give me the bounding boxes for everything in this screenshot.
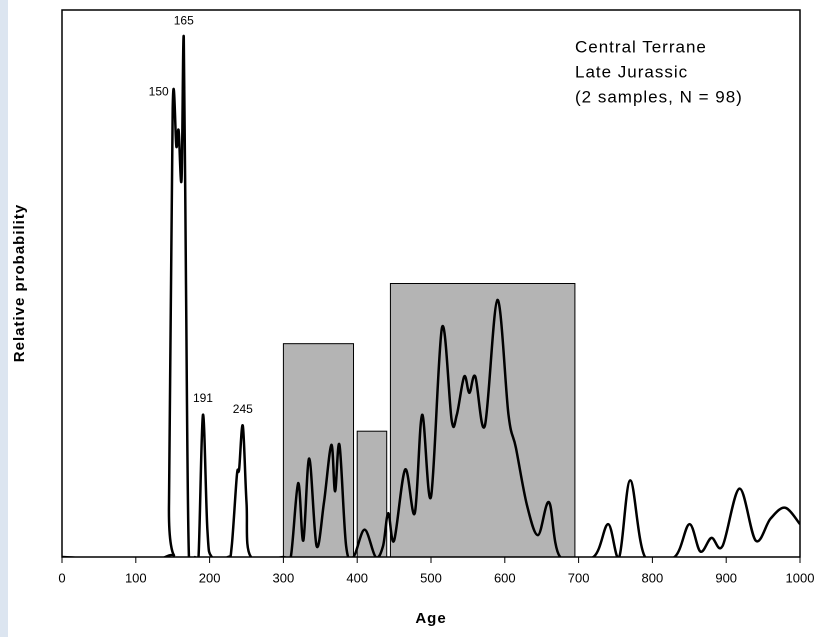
x-tick-label: 1000 [786,570,815,585]
x-tick-label: 400 [346,570,368,585]
x-tick-label: 900 [715,570,737,585]
x-tick-label: 0 [58,570,65,585]
side-strip [0,0,8,637]
x-tick-label: 600 [494,570,516,585]
peak-label: 245 [233,402,253,416]
peak-label: 150 [149,85,169,99]
annotation-line: (2 samples, N = 98) [575,87,743,106]
peak-label: 165 [174,14,194,28]
y-axis-title: Relative probability [11,204,28,362]
peak-label: 191 [193,391,213,405]
probability-curve [62,34,800,557]
x-tick-label: 300 [273,570,295,585]
histogram-bar [356,430,388,558]
x-tick-label: 800 [642,570,664,585]
x-tick-label: 500 [420,570,442,585]
plot-layer [62,34,800,558]
x-axis-title: Age [415,610,446,627]
x-tick-label: 200 [199,570,221,585]
annotation-line: Late Jurassic [575,62,688,81]
annotation-line: Central Terrane [575,37,707,56]
x-tick-label: 100 [125,570,147,585]
x-tick-label: 700 [568,570,590,585]
